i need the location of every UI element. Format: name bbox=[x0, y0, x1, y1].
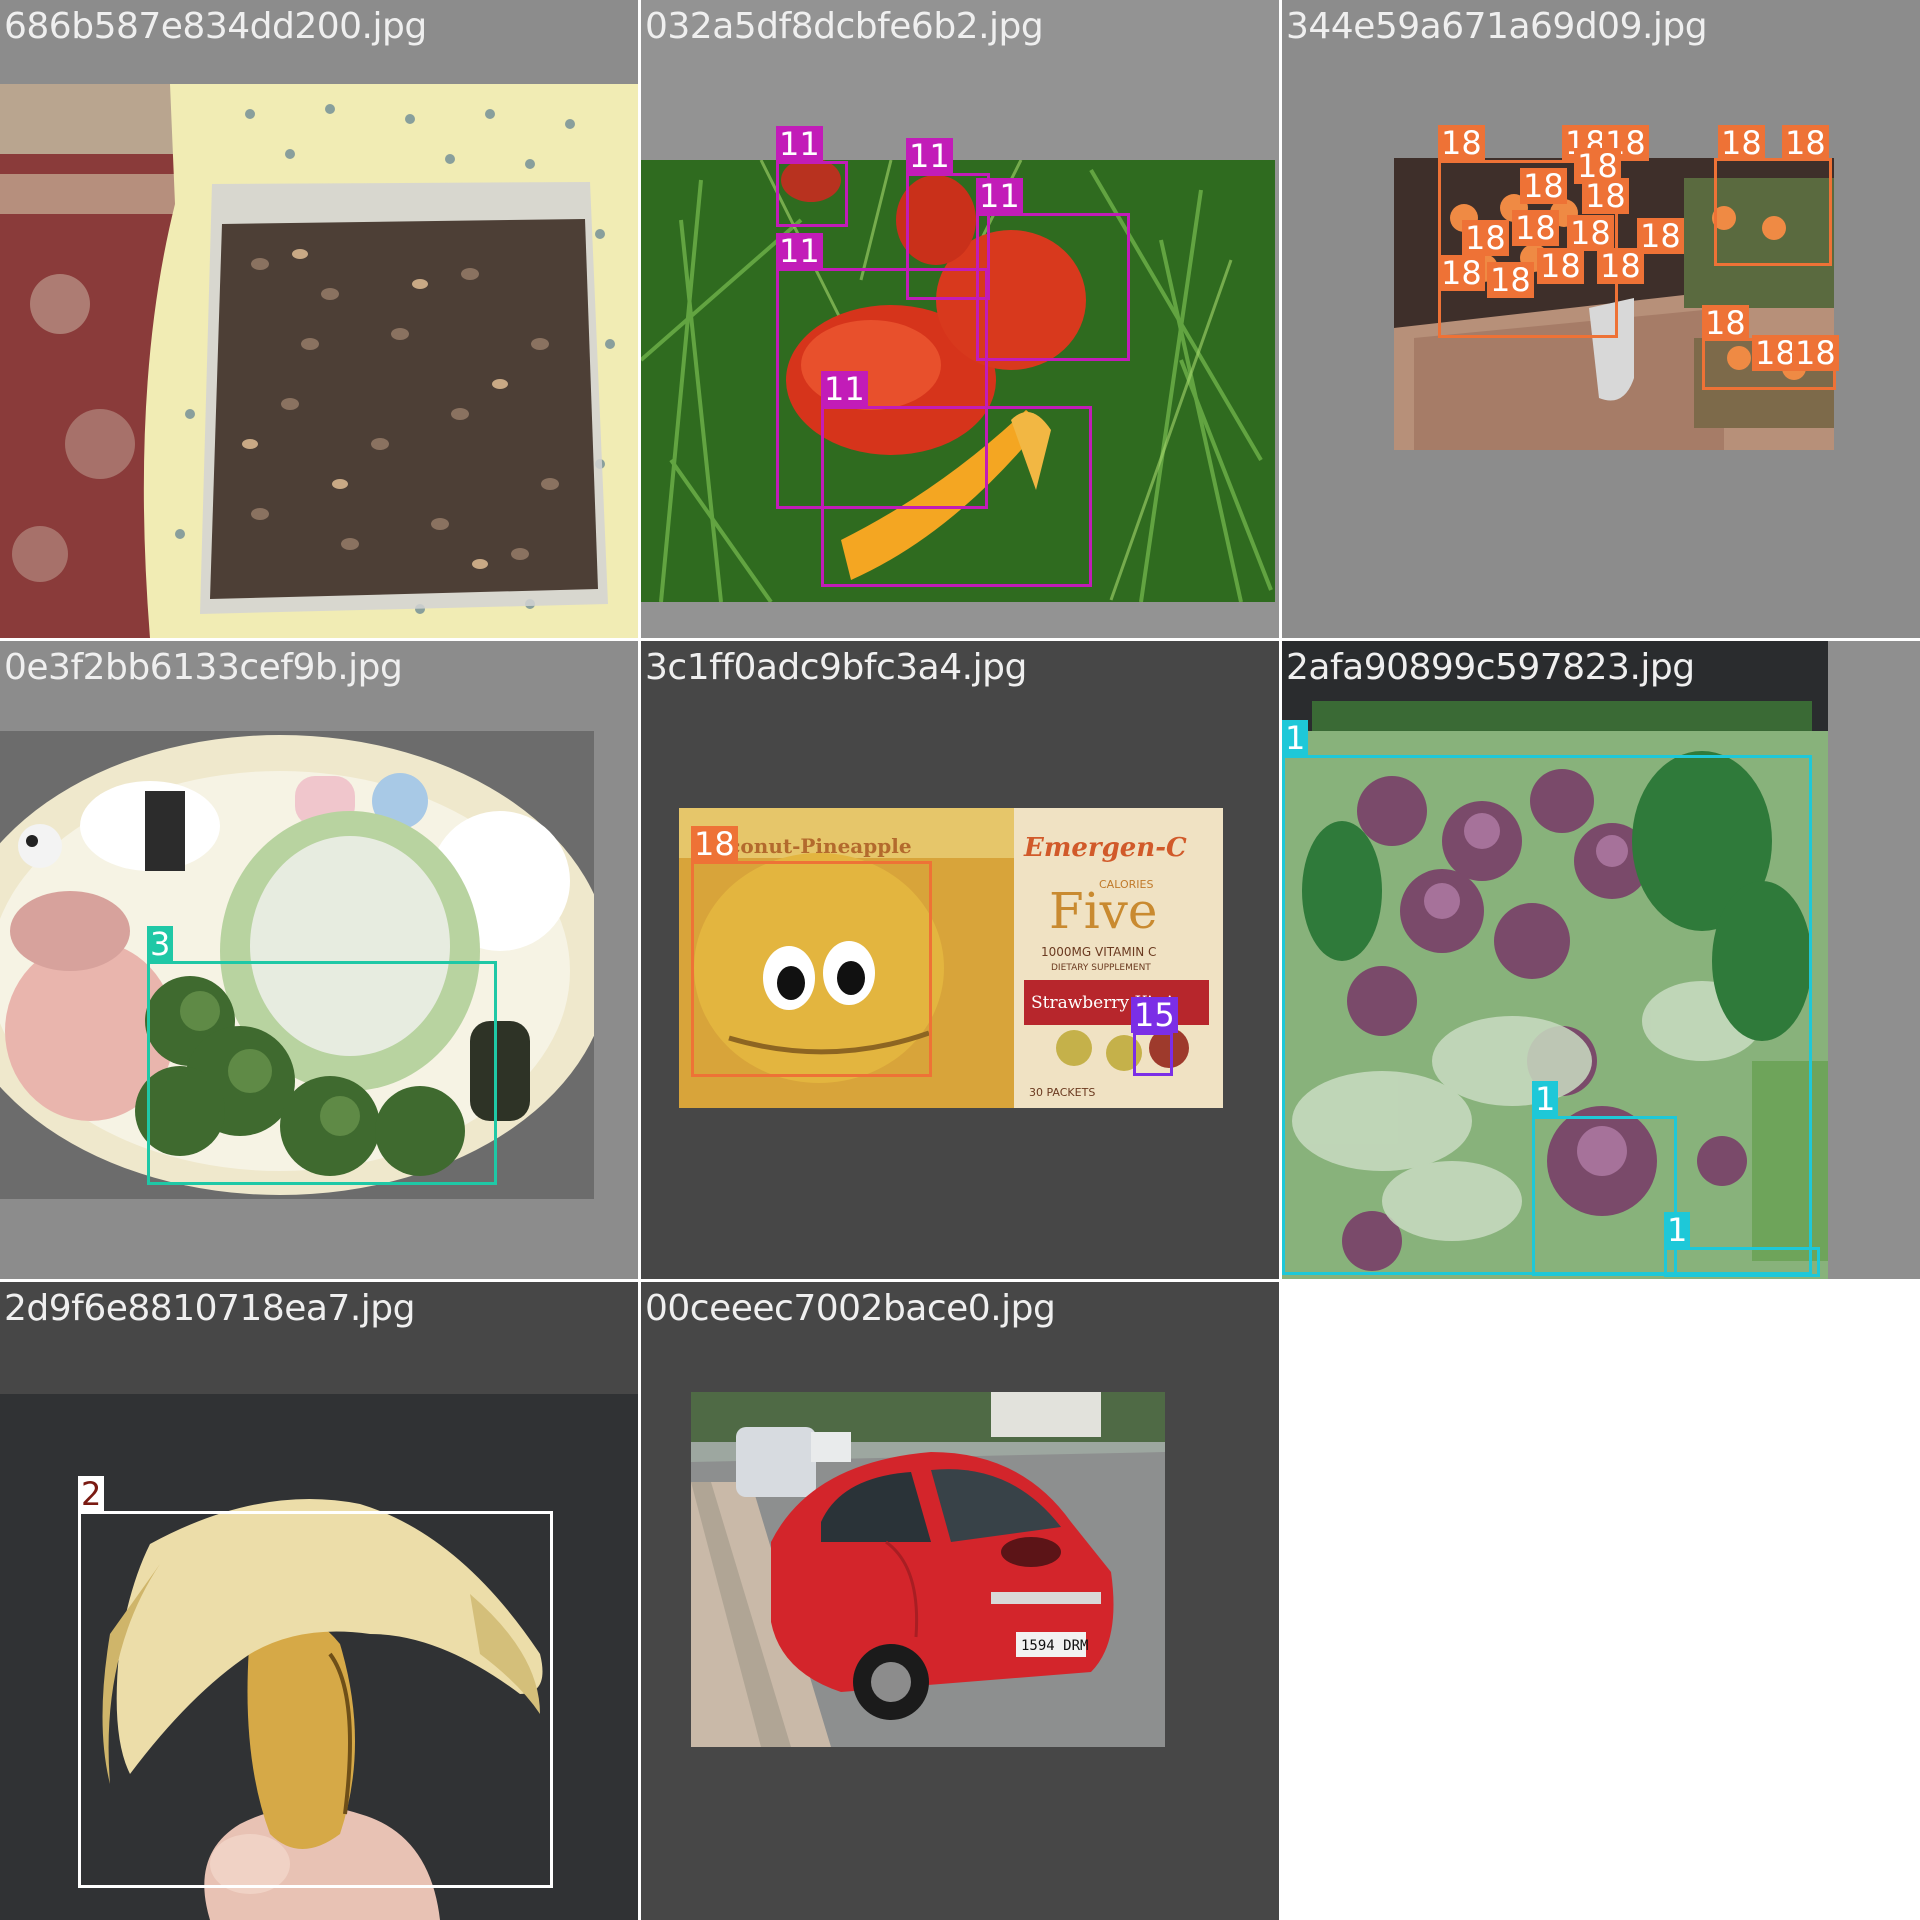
photo-banana bbox=[0, 1394, 638, 1920]
mosaic-tile: 00ceeec7002bace0.jpg 1594 DRM bbox=[641, 1282, 1279, 1920]
detection-label: 18 bbox=[1567, 215, 1614, 251]
mosaic-tile: 0e3f2bb6133cef9b.jpg bbox=[0, 641, 638, 1279]
detection-box bbox=[691, 861, 932, 1077]
detection-box bbox=[1133, 1032, 1173, 1076]
detection-label: 18 bbox=[1438, 255, 1485, 291]
detection-label: 11 bbox=[976, 178, 1023, 214]
printed-calories: CALORIES bbox=[1099, 878, 1153, 891]
detection-label: 11 bbox=[821, 371, 868, 407]
detection-label: 15 bbox=[1131, 997, 1178, 1033]
tile-filename: 0e3f2bb6133cef9b.jpg bbox=[4, 647, 403, 688]
mosaic-tile: 2d9f6e8810718ea7.jpg 2 bbox=[0, 1282, 638, 1920]
photo-nuts-bag bbox=[0, 84, 638, 638]
printed-plate: 1594 DRM bbox=[1021, 1638, 1088, 1654]
detection-box bbox=[776, 268, 988, 509]
tile-filename: 00ceeec7002bace0.jpg bbox=[645, 1288, 1056, 1329]
detection-box bbox=[147, 961, 497, 1185]
detection-label: 18 bbox=[1537, 248, 1584, 284]
detection-label: 18 bbox=[1520, 168, 1567, 204]
photo-red-car: 1594 DRM bbox=[691, 1392, 1165, 1747]
mosaic-tile: 686b587e834dd200.jpg bbox=[0, 0, 638, 638]
detection-label: 18 bbox=[1438, 125, 1485, 161]
detection-label: 18 bbox=[1782, 125, 1829, 161]
detection-label: 18 bbox=[1582, 178, 1629, 214]
detection-box bbox=[1532, 1116, 1677, 1276]
detection-box bbox=[906, 173, 990, 300]
tile-filename: 686b587e834dd200.jpg bbox=[4, 6, 427, 47]
mosaic-tile: 032a5df8dcbfe6b2.jpg 11 bbox=[641, 0, 1279, 638]
detection-label: 18 bbox=[691, 826, 738, 862]
detection-label: 18 bbox=[1792, 335, 1839, 371]
photo-emergen-c: Coconut-Pineapple Emergen-C CALORIES Fiv… bbox=[679, 808, 1223, 1108]
detection-label: 18 bbox=[1718, 125, 1765, 161]
photo-bento bbox=[0, 731, 594, 1199]
detection-label: 11 bbox=[906, 138, 953, 174]
detection-label: 3 bbox=[147, 926, 174, 962]
tile-filename: 344e59a671a69d09.jpg bbox=[1286, 6, 1708, 47]
detection-label: 1 bbox=[1664, 1212, 1691, 1248]
detection-box bbox=[776, 161, 848, 227]
tile-filename: 2d9f6e8810718ea7.jpg bbox=[4, 1288, 415, 1329]
detection-box bbox=[976, 213, 1130, 361]
detection-label: 18 bbox=[1512, 210, 1559, 246]
detection-label: 1 bbox=[1282, 720, 1309, 756]
printed-five: Five bbox=[1049, 882, 1158, 940]
detection-box bbox=[78, 1511, 553, 1888]
tile-filename: 2afa90899c597823.jpg bbox=[1286, 647, 1695, 688]
detection-box bbox=[821, 406, 1092, 587]
photo-oranges-boxes bbox=[1394, 158, 1834, 450]
detection-label: 11 bbox=[776, 126, 823, 162]
detection-box bbox=[1714, 158, 1832, 266]
detection-label: 18 bbox=[1702, 305, 1749, 341]
printed-emergen-c: Emergen-C bbox=[1023, 833, 1187, 863]
detection-label: 18 bbox=[1637, 218, 1684, 254]
mosaic-tile: 344e59a671a69d09.jpg 18 18 18 18 18 18 1… bbox=[1282, 0, 1920, 638]
detection-box bbox=[1664, 1247, 1820, 1277]
detection-label: 18 bbox=[1597, 248, 1644, 284]
printed-supplement: DIETARY SUPPLEMENT bbox=[1051, 963, 1151, 973]
detection-label: 18 bbox=[1752, 335, 1799, 371]
tile-filename: 3c1ff0adc9bfc3a4.jpg bbox=[645, 647, 1027, 688]
detection-label: 1 bbox=[1532, 1081, 1559, 1117]
tile-filename: 032a5df8dcbfe6b2.jpg bbox=[645, 6, 1044, 47]
detection-label: 18 bbox=[1462, 220, 1509, 256]
printed-packets: 30 PACKETS bbox=[1029, 1086, 1095, 1099]
detection-label: 11 bbox=[776, 233, 823, 269]
photo-mushrooms bbox=[641, 160, 1275, 602]
mosaic-tile: 3c1ff0adc9bfc3a4.jpg Coconut-Pineapple E… bbox=[641, 641, 1279, 1279]
mosaic-tile: 2afa90899c597823.jpg 1 1 1 bbox=[1282, 641, 1920, 1279]
detection-label: 18 bbox=[1487, 262, 1534, 298]
detection-label: 2 bbox=[78, 1476, 105, 1512]
empty-slot bbox=[1282, 1282, 1920, 1920]
printed-vitamin-c: 1000MG VITAMIN C bbox=[1041, 945, 1156, 959]
photo-artichokes bbox=[1282, 641, 1828, 1279]
